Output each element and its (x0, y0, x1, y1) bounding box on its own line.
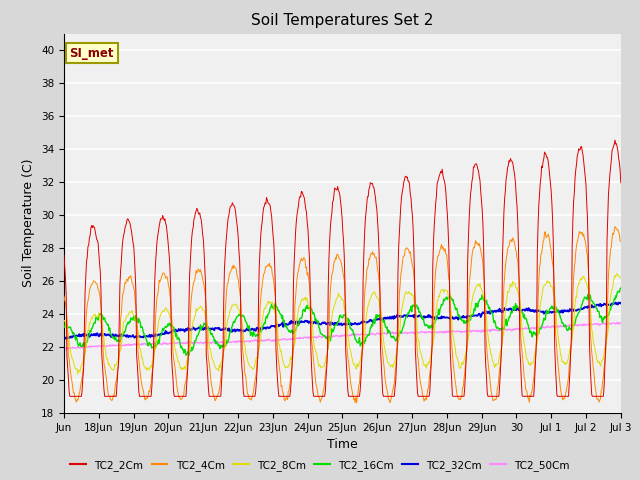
Legend: TC2_2Cm, TC2_4Cm, TC2_8Cm, TC2_16Cm, TC2_32Cm, TC2_50Cm: TC2_2Cm, TC2_4Cm, TC2_8Cm, TC2_16Cm, TC2… (67, 456, 573, 475)
Text: SI_met: SI_met (70, 47, 114, 60)
X-axis label: Time: Time (327, 438, 358, 451)
Title: Soil Temperatures Set 2: Soil Temperatures Set 2 (252, 13, 433, 28)
Y-axis label: Soil Temperature (C): Soil Temperature (C) (22, 159, 35, 288)
